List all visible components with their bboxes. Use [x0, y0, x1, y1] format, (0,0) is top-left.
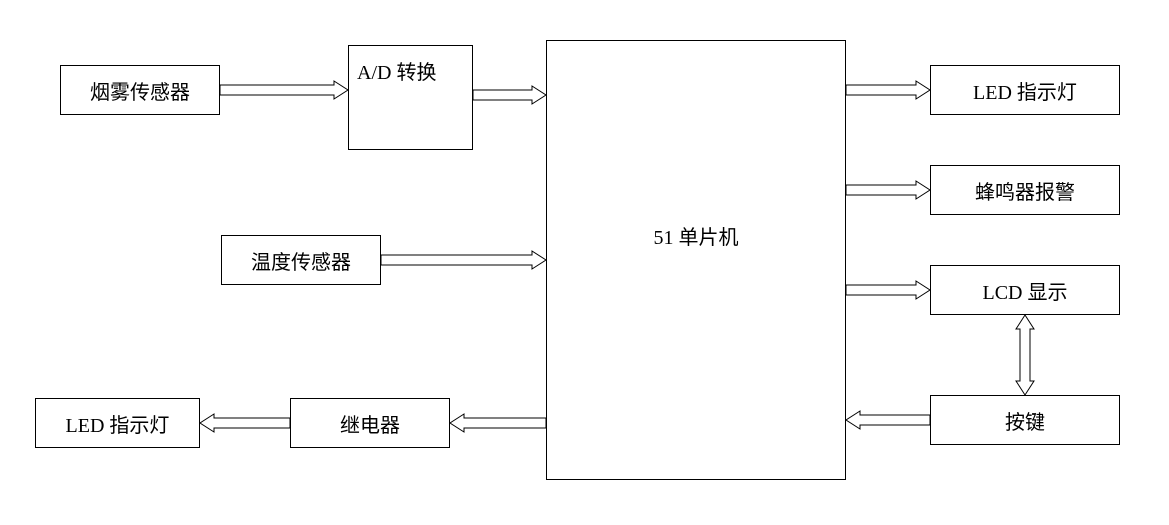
- arrows-layer: [0, 0, 1169, 525]
